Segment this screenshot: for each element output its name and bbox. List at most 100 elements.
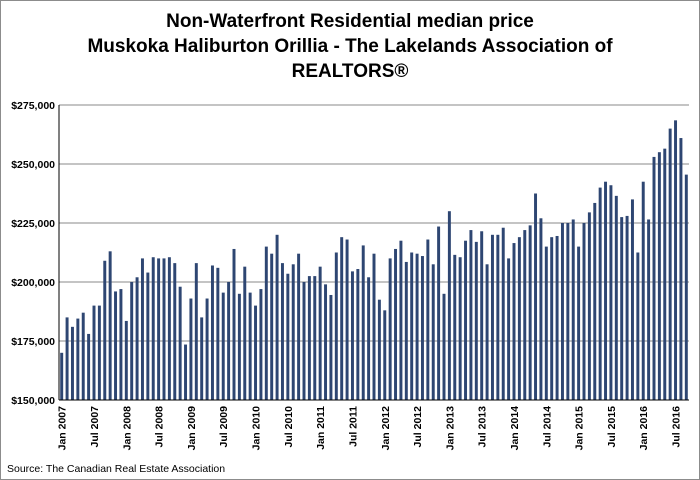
bar: [431, 264, 435, 400]
bar: [534, 193, 538, 400]
bar: [388, 258, 392, 400]
source-note: Source: The Canadian Real Estate Associa…: [7, 463, 226, 475]
x-tick-label: Jan 2013: [444, 406, 456, 451]
bar: [464, 240, 468, 400]
bar: [647, 219, 651, 400]
bar: [630, 199, 634, 400]
bar: [210, 265, 214, 400]
bar: [614, 195, 618, 400]
bar: [663, 148, 667, 400]
x-tick-label: Jan 2016: [638, 406, 650, 451]
bar: [458, 257, 462, 400]
bar: [232, 248, 236, 400]
bar: [324, 284, 328, 400]
bar: [410, 252, 414, 400]
bar: [480, 231, 484, 400]
x-axis-ticks: Jan 2007 Jul 2007 Jan 2008 Jul 2008 Jan 2009…: [57, 406, 683, 451]
bar: [60, 352, 64, 400]
bar: [114, 291, 118, 400]
y-tick-label: $225,000: [11, 218, 55, 230]
bar: [394, 248, 398, 400]
bar: [442, 293, 446, 400]
bar: [620, 217, 624, 400]
bar: [356, 269, 360, 400]
y-tick-label: $150,000: [11, 395, 55, 407]
bar: [512, 243, 516, 400]
bar: [582, 223, 586, 400]
bar: [76, 318, 80, 400]
bar: [237, 293, 241, 400]
bar: [200, 317, 204, 400]
bar: [415, 253, 419, 400]
bar: [437, 226, 441, 400]
bar: [447, 211, 451, 400]
bar: [496, 234, 500, 400]
bar: [469, 230, 473, 400]
bar: [652, 156, 656, 400]
bar: [297, 253, 301, 400]
x-tick-label: Jan 2014: [509, 406, 521, 451]
bar: [243, 266, 247, 400]
bar: [404, 261, 408, 400]
bar: [184, 344, 188, 400]
bar: [248, 292, 252, 400]
bar: [490, 234, 494, 400]
bar: [474, 241, 478, 400]
bar: [280, 263, 284, 400]
bar: [124, 320, 128, 400]
bar: [291, 264, 295, 400]
bar: [259, 289, 263, 400]
chart-title: Non-Waterfront Residential median price …: [1, 9, 699, 84]
bar-series: [60, 120, 688, 401]
x-tick-label: Jan 2012: [380, 406, 392, 451]
bar: [453, 254, 457, 400]
x-tick-label: Jul 2015: [606, 406, 618, 448]
bar: [420, 256, 424, 400]
bar: [674, 120, 678, 400]
bar: [313, 276, 317, 400]
bar: [119, 289, 123, 400]
bar: [194, 263, 198, 400]
bar: [205, 298, 209, 400]
bar: [286, 273, 290, 400]
x-tick-label: Jul 2007: [89, 406, 101, 448]
bar: [221, 292, 225, 400]
bar: [302, 282, 306, 400]
bar: [167, 257, 171, 400]
bar: [173, 263, 177, 400]
y-tick-label: $200,000: [11, 277, 55, 289]
bar: [566, 223, 570, 400]
bar: [657, 152, 661, 400]
bar: [65, 317, 69, 400]
bar: [216, 267, 220, 400]
bar: [146, 272, 150, 400]
bar: [334, 252, 338, 400]
bar: [399, 240, 403, 400]
bar: [528, 225, 532, 400]
bar: [571, 219, 575, 400]
bar: [372, 253, 376, 400]
x-tick-label: Jul 2011: [347, 406, 359, 447]
bar: [668, 128, 672, 400]
bar: [679, 138, 683, 401]
bar: [550, 237, 554, 400]
y-axis-ticks: $150,000 $175,000 $200,000 $225,000 $250,000…: [11, 100, 55, 407]
bar: [517, 237, 521, 400]
bar: [140, 258, 144, 400]
bar: [162, 258, 166, 400]
bar: [97, 305, 101, 400]
bar: [345, 239, 349, 400]
x-tick-label: Jul 2010: [283, 406, 295, 448]
bar: [87, 333, 91, 400]
x-tick-label: Jul 2016: [671, 406, 683, 448]
bar: [636, 252, 640, 400]
bar: [593, 202, 597, 400]
bar: [135, 277, 139, 400]
x-tick-label: Jul 2009: [218, 406, 230, 448]
bar: [560, 223, 564, 400]
bar: [151, 257, 155, 400]
bar: [641, 181, 645, 400]
bar: [577, 246, 581, 400]
bar: [501, 227, 505, 400]
x-tick-label: Jan 2015: [574, 406, 586, 451]
